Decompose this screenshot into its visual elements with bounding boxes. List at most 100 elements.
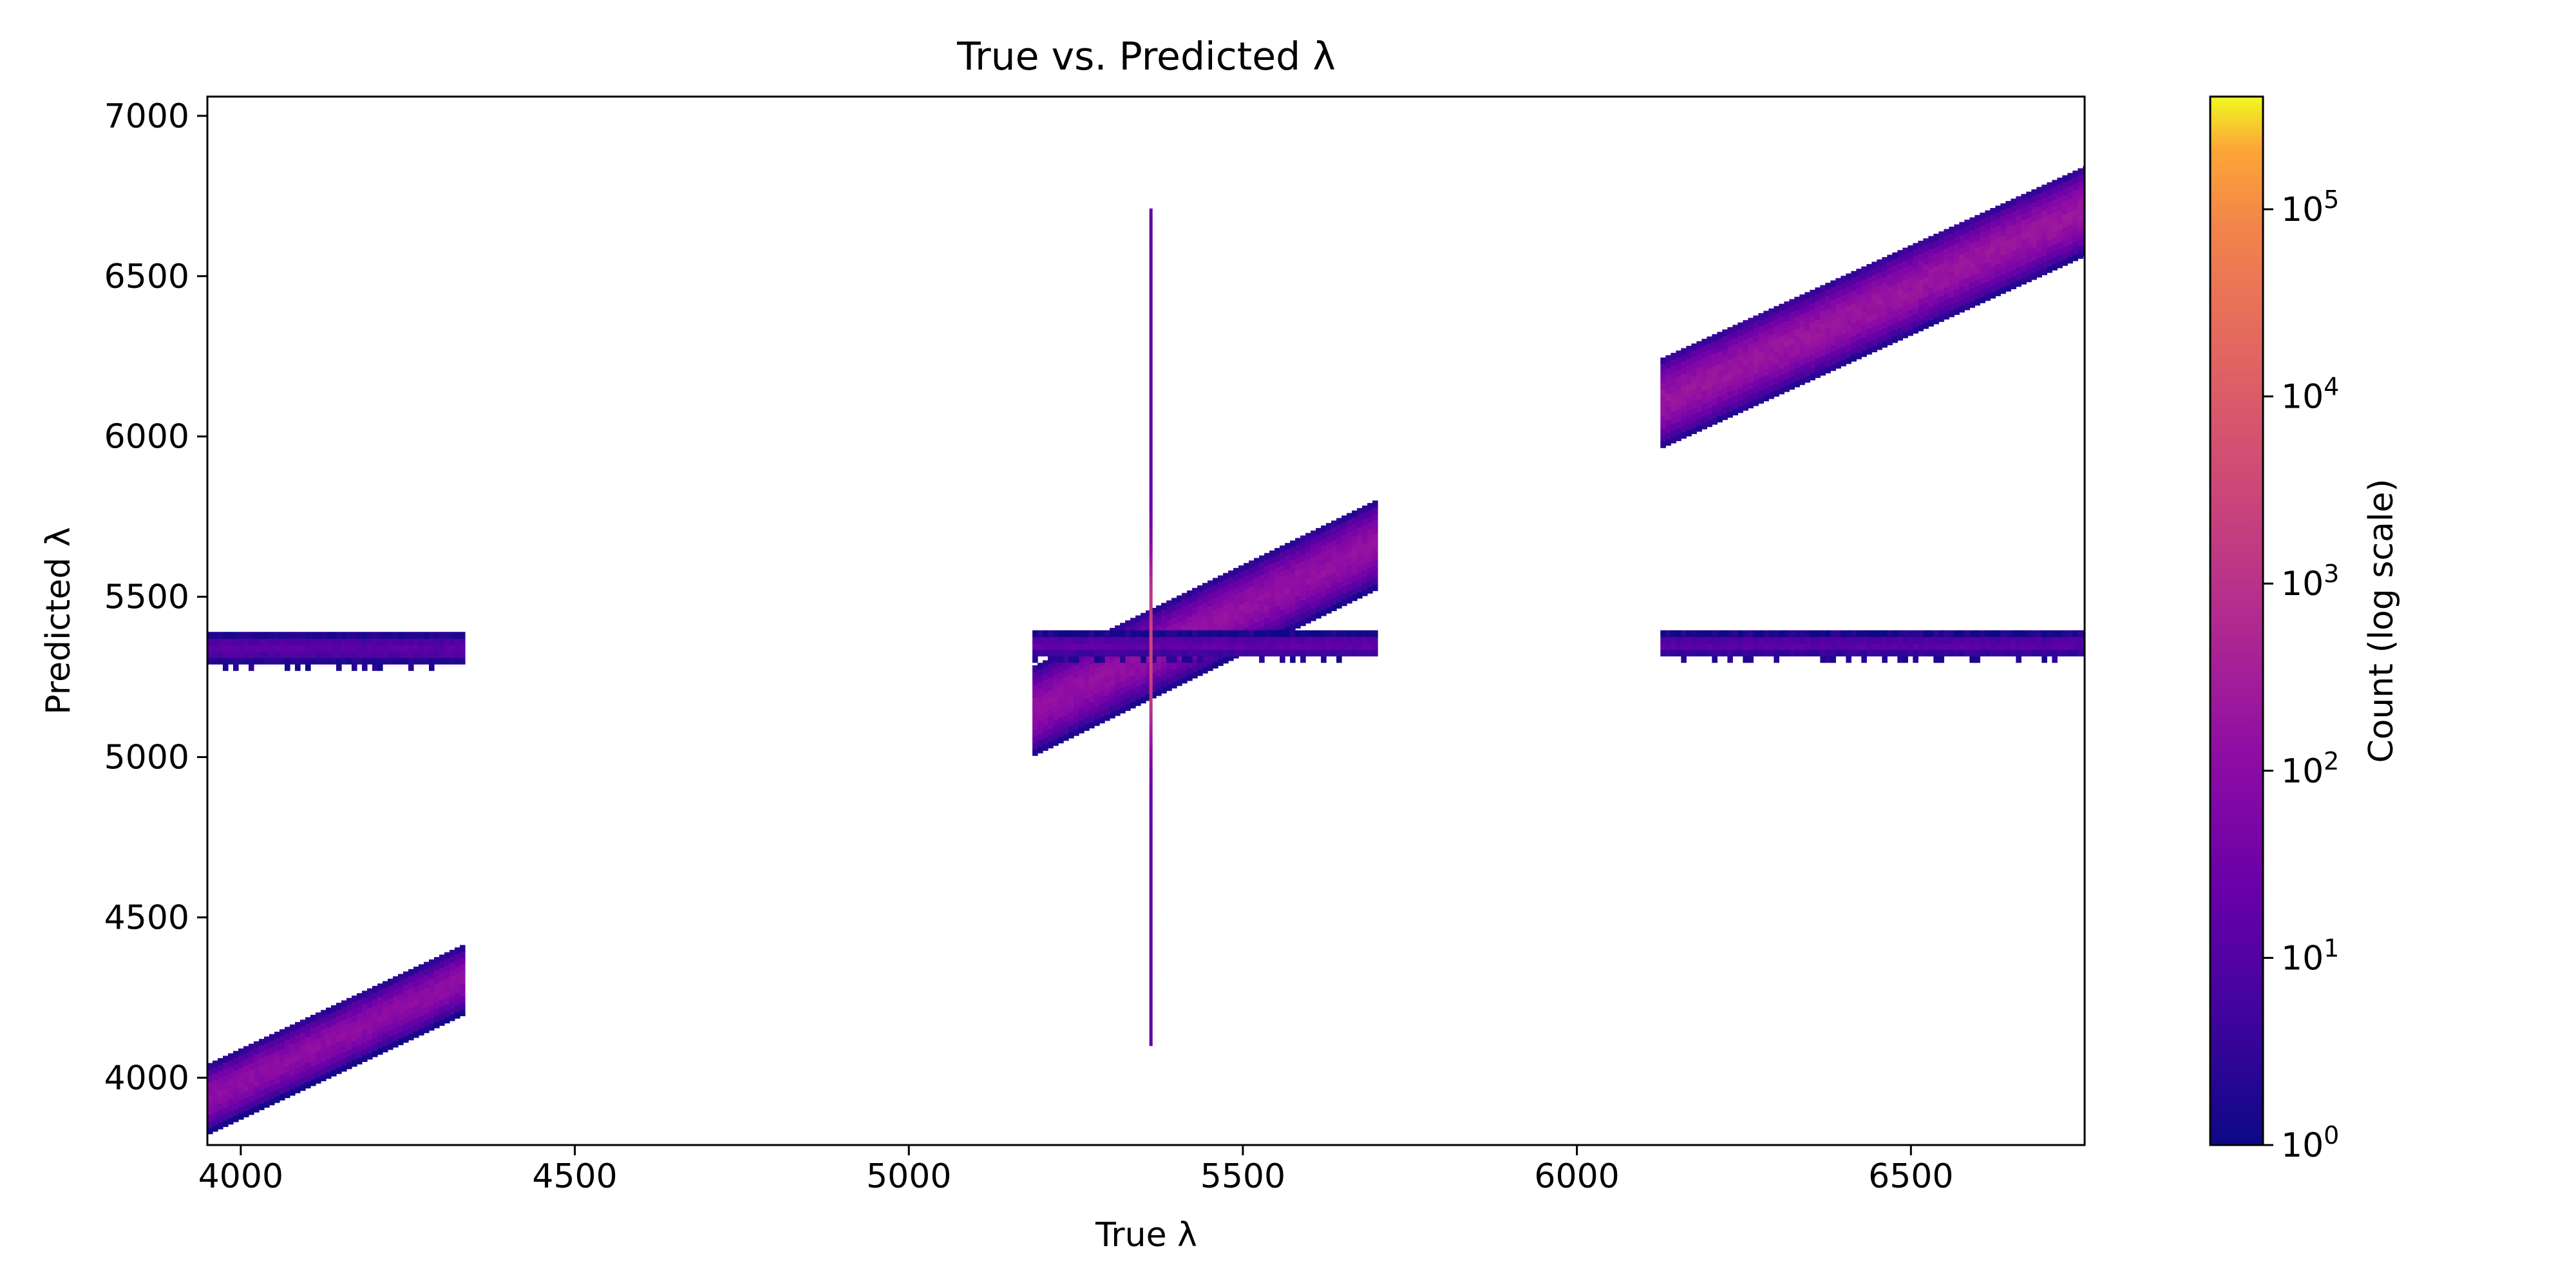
heatmap-cell [2005,643,2011,650]
heatmap-cell [1367,522,1373,529]
heatmap-cell [1058,723,1064,731]
heatmap-cell [1089,702,1095,710]
heatmap-cell [424,987,430,995]
heatmap-cell [1053,655,1059,663]
heatmap-cell [2057,184,2063,191]
heatmap-cell [403,651,409,658]
heatmap-cell [450,956,455,963]
heatmap-cell [1980,649,1985,657]
heatmap-cell [207,1101,213,1109]
heatmap-cell [285,658,290,665]
heatmap-cell [1748,363,1754,370]
heatmap-cell [388,1030,393,1037]
heatmap-cell [1166,607,1172,614]
heatmap-cell [403,978,409,985]
heatmap-cell [1753,643,1759,650]
heatmap-cell [1830,357,1836,365]
heatmap-cell [2067,243,2073,251]
heatmap-cell [2067,185,2073,193]
heatmap-cell [259,1071,265,1078]
heatmap-cell [1830,351,1836,358]
heatmap-cell [419,983,424,990]
heatmap-cell [2031,241,2037,248]
heatmap-cell [383,632,388,639]
heatmap-cell [1964,258,1970,265]
heatmap-cell [1799,294,1805,301]
heatmap-cell [1149,266,1153,274]
heatmap-cell [439,993,445,1000]
heatmap-cell [207,1095,213,1103]
heatmap-cell [1964,265,1970,272]
heatmap-cell [1866,303,1872,310]
heatmap-cell [434,1002,440,1009]
heatmap-cell [2026,191,2032,199]
heatmap-cell [1264,617,1270,625]
heatmap-cells [207,166,2085,1135]
heatmap-cell [1768,643,1774,650]
heatmap-cell [1300,630,1306,638]
heatmap-cell [1995,205,2001,213]
heatmap-cell [1151,665,1157,673]
heatmap-cell [450,658,455,665]
heatmap-cell [1985,630,1991,638]
heatmap-cell [1779,374,1785,382]
heatmap-cell [1913,327,1918,334]
heatmap-cell [434,658,440,665]
heatmap-cell [1208,630,1213,638]
heatmap-cell [1068,661,1074,668]
heatmap-cell [1125,665,1131,672]
heatmap-cell [1882,630,1888,638]
heatmap-cell [1341,554,1347,562]
heatmap-cell [1933,317,1939,325]
heatmap-cell [1295,570,1301,577]
heatmap-cell [1149,395,1153,402]
heatmap-cell [439,632,445,639]
heatmap-cell [1882,302,1888,309]
heatmap-cell [1089,670,1095,677]
heatmap-cell [1367,509,1373,516]
heatmap-cell [1815,326,1821,333]
heatmap-cell [1841,276,1846,283]
heatmap-cell [310,638,316,645]
heatmap-cell [1135,649,1141,657]
heatmap-cell [1331,572,1337,579]
heatmap-cell [1305,545,1311,553]
heatmap-cell [1177,608,1182,616]
heatmap-cell [1037,688,1043,696]
heatmap-cell [450,975,455,983]
heatmap-cell [362,632,368,639]
heatmap-cell [1149,794,1153,802]
heatmap-cell [341,1019,347,1027]
heatmap-cell [2078,220,2083,227]
heatmap-cell [1975,636,1980,644]
heatmap-cell [326,1059,332,1066]
heatmap-cell [243,1059,249,1066]
heatmap-cell [1182,618,1188,626]
heatmap-cell [1861,330,1867,338]
heatmap-cell [1043,679,1048,687]
heatmap-cell [1149,446,1153,454]
heatmap-cell [1120,643,1126,650]
heatmap-cell [450,638,455,645]
heatmap-cell [1280,591,1285,598]
heatmap-cell [316,1077,321,1084]
heatmap-cell [1707,368,1712,376]
heatmap-cell [2062,220,2068,227]
heatmap-cell [2057,177,2063,185]
heatmap-cell [1104,643,1110,650]
heatmap-cell [1149,730,1153,737]
heatmap-cell [1249,643,1255,650]
heatmap-cell [1149,633,1153,641]
heatmap-cell [1053,681,1059,688]
heatmap-cell [1233,606,1239,614]
heatmap-cell [1871,339,1877,346]
heatmap-cell [249,1075,254,1083]
heatmap-cell [1820,298,1826,305]
heatmap-cell [1341,649,1347,657]
heatmap-cell [1696,366,1702,374]
heatmap-cell [264,1081,270,1089]
heatmap-cell [249,1043,254,1051]
heatmap-cell [1149,356,1153,364]
heatmap-cell [1305,597,1311,605]
heatmap-cell [413,632,419,639]
